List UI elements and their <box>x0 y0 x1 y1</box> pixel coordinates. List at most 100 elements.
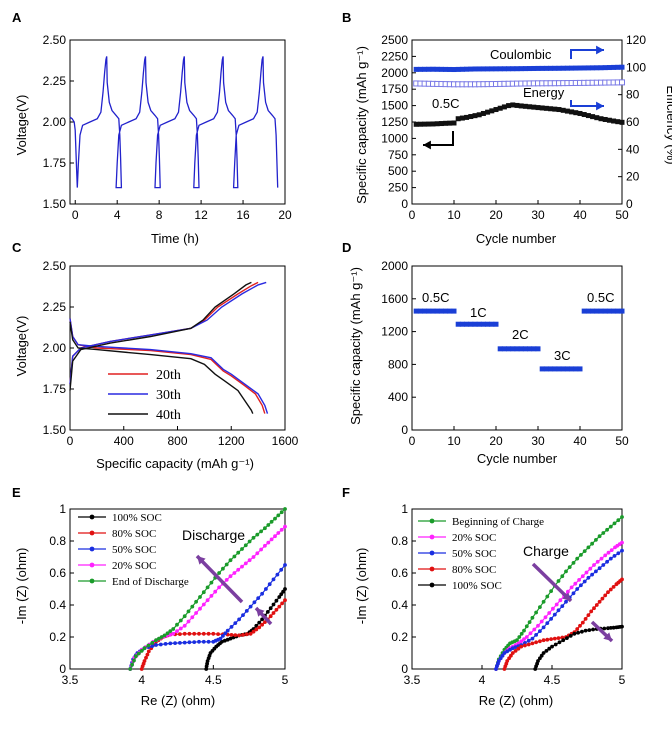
y-tick-label-d: 400 <box>388 390 408 404</box>
y-tick-label-d: 1600 <box>381 292 408 306</box>
marker-specific-capacity <box>560 107 566 113</box>
arrow-coulombic <box>570 49 598 59</box>
rate-marker-3 <box>573 366 579 372</box>
rate-marker-2 <box>527 346 533 352</box>
impedance-point-end-of-discharge <box>134 654 138 659</box>
marker-specific-capacity <box>514 102 520 108</box>
impedance-point-50-soc <box>538 629 542 633</box>
panel-label-e: E <box>12 485 21 500</box>
impedance-point-80-soc <box>583 617 588 621</box>
y-tick-label-b: 0 <box>401 197 408 211</box>
panel-label-a: A <box>12 10 22 25</box>
impedance-point-end-of-discharge <box>159 635 164 639</box>
impedance-point-beginning-of-charge <box>605 527 609 532</box>
rate-marker-4 <box>611 308 617 314</box>
rate-marker-4 <box>619 308 625 314</box>
impedance-point-50-soc <box>182 640 187 645</box>
impedance-point-20-soc <box>259 547 263 552</box>
panel-d-xlabel: Cycle number <box>477 451 558 466</box>
arrow-capacity-left-head <box>423 140 431 150</box>
marker-coulombic <box>581 65 587 71</box>
impedance-point-20-soc <box>551 606 555 611</box>
arrow-coulombic-right-head <box>596 45 604 55</box>
y2-tick-label-b: 120 <box>626 33 646 47</box>
y-tick-label-d: 1200 <box>381 325 408 339</box>
legend-label-20-soc: 20% SOC <box>112 560 156 572</box>
panel-label-f: F <box>342 485 350 500</box>
impedance-point-50-soc <box>197 639 201 644</box>
x-tick-label-a: 12 <box>194 208 208 222</box>
marker-specific-capacity <box>480 110 486 116</box>
impedance-point-50-soc <box>221 634 225 638</box>
marker-energy <box>619 79 625 86</box>
marker-specific-capacity <box>602 116 608 122</box>
impedance-point-50-soc <box>586 575 591 580</box>
impedance-point-80-soc <box>523 643 527 648</box>
impedance-point-20-soc <box>566 589 570 594</box>
legend-marker-50-soc <box>429 550 435 556</box>
impedance-point-50-soc <box>279 567 284 572</box>
marker-coulombic <box>552 65 558 71</box>
impedance-point-50-soc <box>173 641 178 645</box>
marker-coulombic <box>476 66 482 72</box>
plot-frame-d <box>411 265 623 431</box>
marker-coulombic <box>451 67 457 73</box>
marker-coulombic <box>590 65 596 71</box>
marker-specific-capacity <box>619 119 625 125</box>
impedance-point-100-soc <box>572 631 577 636</box>
arrow-energy-right-head <box>596 101 604 111</box>
y-tick-label-b: 250 <box>388 181 408 195</box>
marker-specific-capacity <box>522 103 528 109</box>
impedance-point-50-soc <box>571 591 576 596</box>
impedance-point-50-soc <box>244 609 249 613</box>
plot-frame-f <box>411 508 623 670</box>
impedance-point-100-soc <box>550 644 554 649</box>
impedance-point-20-soc <box>247 558 252 563</box>
panel-a-xlabel: Time (h) <box>151 231 199 246</box>
impedance-point-20-soc <box>516 641 521 646</box>
impedance-point-50-soc <box>206 639 211 644</box>
rate-marker-2 <box>535 346 541 352</box>
impedance-point-80-soc <box>260 622 264 627</box>
impedance-point-80-soc <box>586 613 591 617</box>
impedance-point-end-of-discharge <box>224 562 229 567</box>
impedance-point-20-soc <box>283 524 287 529</box>
legend-marker-end-of-discharge <box>89 578 95 584</box>
impedance-point-80-soc <box>620 577 624 582</box>
impedance-point-20-soc <box>228 574 233 579</box>
marker-coulombic <box>527 66 533 72</box>
rate-label-05c-second: 0.5C <box>587 290 614 305</box>
legend-label-80-soc: 80% SOC <box>452 564 496 576</box>
impedance-point-20-soc <box>536 623 540 628</box>
marker-specific-capacity <box>594 115 600 121</box>
panel-b-ylabel: Specific capacity (mAh g⁻¹) <box>354 46 369 204</box>
impedance-point-beginning-of-charge <box>530 615 535 620</box>
marker-coulombic <box>543 65 549 71</box>
impedance-point-80-soc <box>608 587 613 592</box>
impedance-point-100-soc <box>611 625 616 630</box>
y2-tick-label-b: 0 <box>626 197 633 211</box>
impedance-point-50-soc <box>579 583 583 588</box>
marker-specific-capacity <box>417 121 423 127</box>
impedance-point-end-of-discharge <box>251 535 256 540</box>
impedance-point-end-of-discharge <box>201 590 206 595</box>
marker-specific-capacity <box>611 118 617 124</box>
panel-c-ylabel: Voltage(V) <box>14 316 29 377</box>
impedance-point-50-soc <box>552 612 557 617</box>
impedance-point-50-soc <box>575 587 580 591</box>
impedance-point-80-soc <box>142 659 147 663</box>
rate-marker-2 <box>522 346 528 352</box>
impedance-point-80-soc <box>206 631 211 636</box>
rate-marker-0 <box>438 308 444 314</box>
legend-marker-80-soc <box>89 530 95 536</box>
impedance-point-end-of-discharge <box>146 643 151 648</box>
rate-label-1c: 1C <box>470 305 487 320</box>
impedance-point-20-soc <box>171 631 176 636</box>
marker-coulombic <box>564 65 570 71</box>
x-tick-label-b: 30 <box>531 208 545 222</box>
x-tick-label-d: 20 <box>489 434 503 448</box>
impedance-point-50-soc <box>267 582 272 587</box>
impedance-point-beginning-of-charge <box>515 638 519 643</box>
impedance-point-80-soc <box>513 649 518 653</box>
